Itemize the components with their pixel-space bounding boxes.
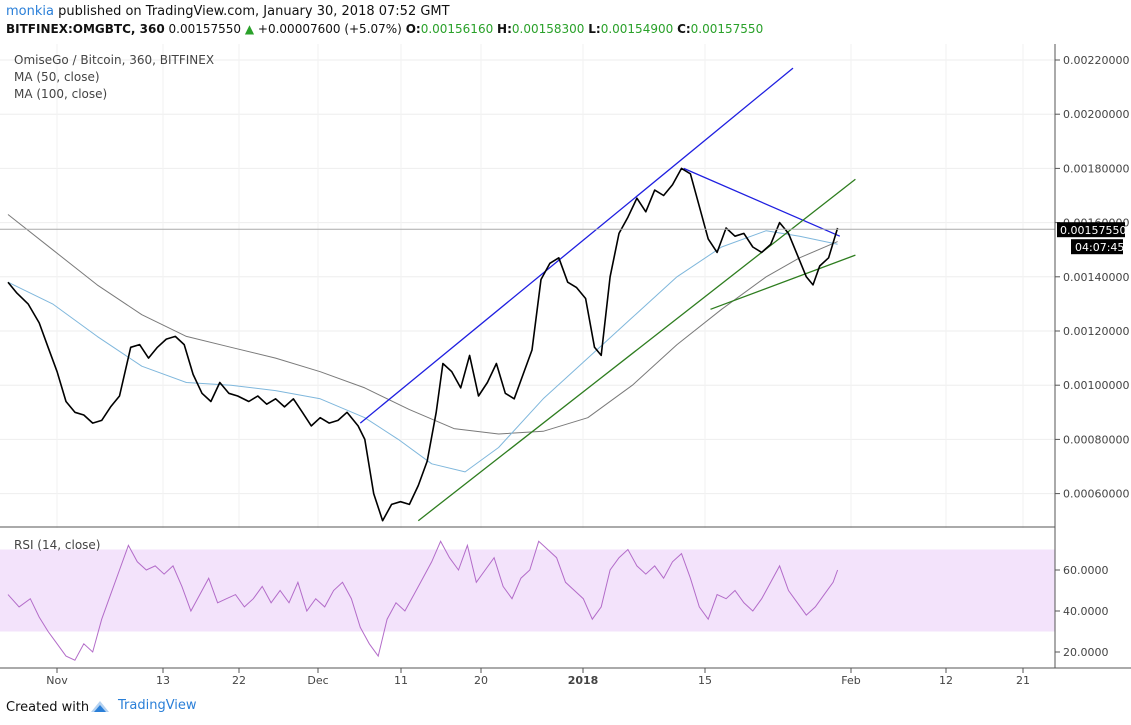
price-tick-label: 0.00120000 bbox=[1063, 325, 1129, 338]
price-tick-label: 0.00080000 bbox=[1063, 433, 1129, 446]
publish-header: monkia published on TradingView.com, Jan… bbox=[0, 0, 1131, 44]
countdown-tag-text: 04:07:45 bbox=[1075, 241, 1124, 254]
tradingview-cloud-icon bbox=[91, 700, 109, 712]
rsi-tick-label: 40.0000 bbox=[1063, 605, 1109, 618]
chart-title: OmiseGo / Bitcoin, 360, BITFINEX bbox=[14, 53, 214, 67]
symbol-line: BITFINEX:OMGBTC, 360 0.00157550 ▲ +0.000… bbox=[6, 22, 763, 36]
price-tick-label: 0.00060000 bbox=[1063, 488, 1129, 501]
close-label: C: bbox=[677, 22, 691, 36]
author-link[interactable]: monkia bbox=[6, 4, 54, 19]
high-label: H: bbox=[497, 22, 512, 36]
close-value: 0.00157550 bbox=[690, 22, 764, 36]
high-value: 0.00158300 bbox=[511, 22, 585, 36]
tradingview-logo[interactable]: TradingView bbox=[88, 698, 197, 713]
time-tick-label: 22 bbox=[232, 674, 246, 687]
open-value: 0.00156160 bbox=[420, 22, 494, 36]
price-tick-label: 0.00100000 bbox=[1063, 379, 1129, 392]
symbol-name: BITFINEX:OMGBTC, 360 bbox=[6, 22, 165, 36]
publish-info: published on TradingView.com, January 30… bbox=[58, 4, 450, 19]
low-value: 0.00154900 bbox=[600, 22, 674, 36]
last-price: 0.00157550 bbox=[168, 22, 242, 36]
last-price-tag-text: 0.00157550 bbox=[1060, 224, 1126, 237]
time-tick-label: 20 bbox=[474, 674, 488, 687]
time-tick-label: 12 bbox=[939, 674, 953, 687]
rsi-line[interactable] bbox=[7, 540, 839, 661]
time-tick-label: 13 bbox=[156, 674, 170, 687]
time-tick-label: 21 bbox=[1016, 674, 1030, 687]
tradingview-brand[interactable]: TradingView bbox=[118, 698, 197, 713]
rsi-legend: RSI (14, close) bbox=[14, 538, 100, 552]
countdown-tag bbox=[1071, 239, 1123, 255]
rsi-tick-label: 20.0000 bbox=[1063, 646, 1109, 659]
time-tick-label: Feb bbox=[841, 674, 860, 687]
price-change: +0.00007600 (+5.07%) bbox=[257, 22, 402, 36]
publish-line: monkia published on TradingView.com, Jan… bbox=[6, 4, 450, 19]
up-arrow-icon: ▲ bbox=[244, 22, 255, 36]
rsi-tick-label: 60.0000 bbox=[1063, 564, 1109, 577]
price-tick-label: 0.00220000 bbox=[1063, 54, 1129, 67]
chart-area[interactable]: 0.002200000.002000000.001800000.00160000… bbox=[0, 44, 1131, 692]
open-label: O: bbox=[405, 22, 421, 36]
price-chart-svg[interactable]: 0.002200000.002000000.001800000.00160000… bbox=[0, 44, 1131, 692]
created-with-text: Created with bbox=[6, 700, 90, 715]
price-tick-label: 0.00180000 bbox=[1063, 162, 1129, 175]
rsi-band bbox=[0, 549, 1055, 632]
last-price-tag bbox=[1057, 222, 1125, 238]
price-tick-label: 0.00140000 bbox=[1063, 271, 1129, 284]
time-tick-label: 2018 bbox=[568, 674, 599, 687]
time-tick-label: 11 bbox=[394, 674, 408, 687]
ma100-legend: MA (100, close) bbox=[14, 87, 107, 101]
time-tick-label: Nov bbox=[46, 674, 68, 687]
ma50-legend: MA (50, close) bbox=[14, 70, 100, 84]
price-tick-label: 0.00200000 bbox=[1063, 108, 1129, 121]
trend-blue-down-line[interactable] bbox=[683, 167, 841, 237]
ma50-line[interactable] bbox=[7, 230, 838, 473]
trend-green-upper-line[interactable] bbox=[417, 178, 856, 522]
time-tick-label: Dec bbox=[307, 674, 328, 687]
ma100-line[interactable] bbox=[7, 214, 838, 435]
trend-green-lower-line[interactable] bbox=[710, 254, 856, 310]
low-label: L: bbox=[588, 22, 601, 36]
price-line[interactable] bbox=[7, 167, 839, 522]
trend-blue-upper-line[interactable] bbox=[359, 67, 794, 424]
time-tick-label: 15 bbox=[698, 674, 712, 687]
footer: Created with TradingView bbox=[0, 692, 1131, 725]
